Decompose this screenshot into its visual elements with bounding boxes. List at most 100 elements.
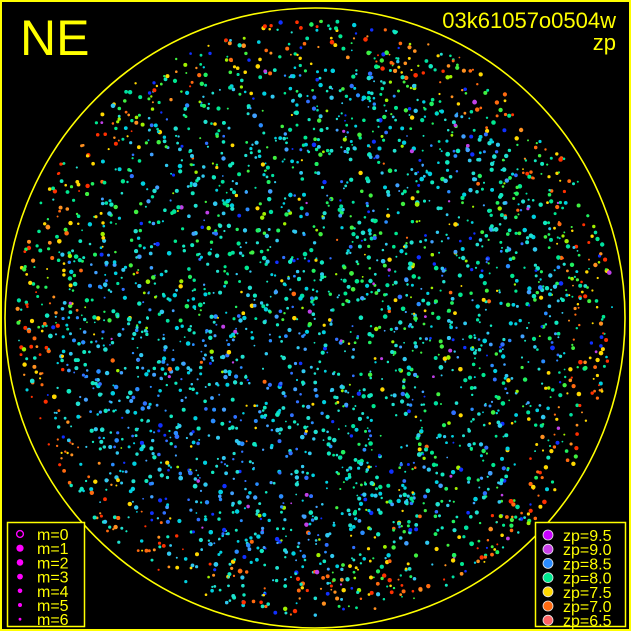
- star-point: [366, 75, 372, 81]
- star-point: [228, 373, 232, 376]
- star-point: [469, 515, 473, 519]
- star-point: [325, 414, 330, 419]
- star-point: [444, 486, 449, 491]
- magnitude-legend-item: m=2: [16, 555, 69, 572]
- star-point: [472, 128, 476, 132]
- star-point: [404, 75, 409, 80]
- star-point: [226, 223, 231, 228]
- star-point: [366, 255, 371, 260]
- star-point: [189, 530, 193, 534]
- star-point: [92, 387, 95, 390]
- star-point: [191, 297, 196, 301]
- star-point: [536, 470, 540, 474]
- star-point: [572, 246, 576, 249]
- star-point: [376, 118, 380, 122]
- star-point: [376, 592, 381, 597]
- star-point: [527, 198, 530, 201]
- star-point: [204, 386, 207, 388]
- star-point: [342, 129, 346, 133]
- star-point: [286, 137, 289, 140]
- star-point: [300, 177, 305, 181]
- star-point: [138, 244, 142, 248]
- star-point: [141, 444, 146, 449]
- star-point: [502, 523, 506, 527]
- star-point: [241, 600, 246, 605]
- star-point: [352, 486, 355, 489]
- zp-label: zp=8.5: [563, 556, 612, 573]
- star-point: [133, 410, 138, 415]
- star-point: [538, 335, 541, 337]
- star-point: [131, 157, 134, 160]
- star-point: [301, 306, 304, 310]
- star-point: [237, 500, 242, 505]
- star-point: [367, 210, 370, 214]
- star-point: [131, 337, 135, 341]
- star-point: [480, 344, 483, 347]
- star-point: [174, 454, 177, 457]
- star-point: [131, 479, 136, 484]
- star-point: [428, 339, 432, 342]
- star-point: [549, 199, 554, 204]
- star-point: [306, 94, 309, 98]
- star-point: [193, 203, 198, 208]
- star-point: [209, 240, 214, 244]
- star-point: [289, 613, 292, 616]
- star-point: [137, 301, 142, 306]
- star-point: [436, 436, 439, 439]
- star-point: [529, 170, 533, 174]
- star-point: [398, 368, 402, 372]
- star-point: [162, 511, 166, 515]
- star-point: [234, 305, 238, 309]
- star-point: [316, 553, 321, 558]
- star-point: [398, 536, 403, 540]
- star-point: [196, 517, 201, 522]
- star-point: [472, 99, 477, 105]
- star-point: [273, 610, 278, 615]
- star-point: [99, 252, 104, 257]
- star-point: [157, 467, 162, 472]
- star-point: [449, 75, 453, 79]
- star-point: [288, 451, 293, 456]
- star-point: [127, 501, 132, 507]
- star-point: [189, 566, 193, 570]
- star-point: [360, 279, 364, 283]
- star-point: [369, 51, 372, 54]
- star-point: [568, 294, 571, 297]
- star-point: [130, 119, 134, 123]
- star-point: [469, 386, 474, 390]
- star-point: [485, 261, 488, 264]
- star-point: [426, 301, 431, 306]
- star-point: [262, 212, 267, 216]
- star-point: [571, 384, 576, 389]
- star-point: [246, 504, 250, 509]
- star-point: [578, 404, 582, 407]
- star-point: [203, 72, 208, 77]
- star-point: [22, 362, 27, 367]
- star-point: [380, 308, 384, 311]
- star-point: [518, 518, 521, 521]
- star-point: [187, 498, 190, 502]
- star-point: [190, 191, 195, 196]
- star-point: [207, 575, 210, 579]
- star-point: [535, 266, 540, 271]
- star-point: [167, 375, 171, 379]
- star-point: [113, 524, 118, 530]
- star-point: [25, 273, 29, 276]
- star-point: [318, 538, 321, 541]
- star-point: [499, 345, 502, 349]
- star-point: [414, 527, 419, 532]
- star-point: [121, 416, 124, 419]
- star-point: [242, 228, 248, 233]
- star-point: [161, 220, 164, 223]
- star-point: [506, 391, 509, 395]
- star-point: [481, 245, 484, 248]
- star-point: [93, 333, 96, 336]
- star-point: [469, 110, 474, 114]
- star-point: [245, 570, 249, 574]
- star-point: [110, 483, 113, 486]
- star-point: [311, 312, 316, 317]
- star-point: [127, 516, 130, 519]
- star-point: [270, 428, 274, 432]
- star-point: [366, 204, 369, 208]
